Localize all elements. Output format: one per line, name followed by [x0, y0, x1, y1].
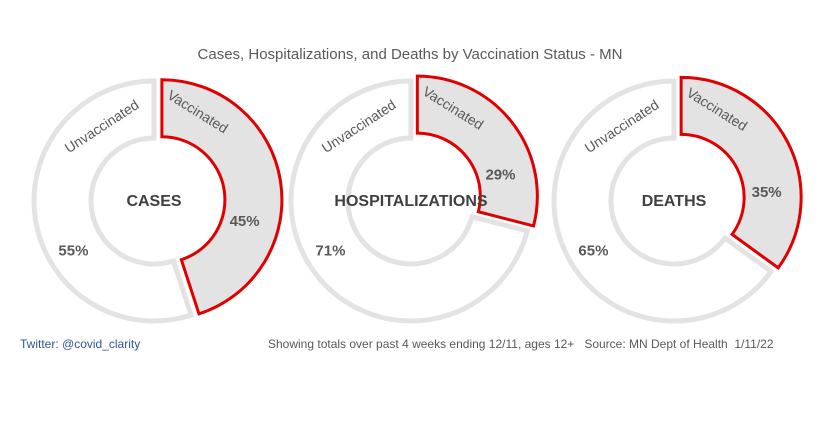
- deaths-vaccinated-slice: [679, 75, 803, 270]
- cases-unvaccinated-slice: [31, 78, 195, 324]
- chart-title: Cases, Hospitalizations, and Deaths by V…: [197, 46, 623, 63]
- deaths-unvaccinated-percent: 65%: [578, 242, 608, 259]
- donut-charts: VaccinatedUnvaccinated45%55%CASESVaccina…: [31, 74, 803, 324]
- twitter-handle: Twitter: @covid_clarity: [20, 337, 141, 351]
- cases-unvaccinated-percent: 55%: [58, 242, 88, 259]
- hospitalizations-center-title: HOSPITALIZATIONS: [334, 193, 488, 210]
- cases-vaccinated-percent: 45%: [230, 213, 260, 230]
- deaths-vaccinated-percent: 35%: [752, 184, 782, 201]
- cases-center-title: CASES: [126, 193, 181, 210]
- deaths-unvaccinated-slice: [551, 78, 775, 324]
- hospitalizations-vaccinated-percent: 29%: [485, 167, 515, 184]
- source-note: Showing totals over past 4 weeks ending …: [268, 337, 774, 351]
- hospitalizations-vaccinated-slice: [415, 74, 539, 228]
- cases-vaccinated-slice: [160, 78, 284, 316]
- hospitalizations-unvaccinated-percent: 71%: [315, 242, 345, 259]
- deaths-center-title: DEATHS: [642, 193, 707, 210]
- hospitalizations-unvaccinated-slice: [288, 78, 531, 324]
